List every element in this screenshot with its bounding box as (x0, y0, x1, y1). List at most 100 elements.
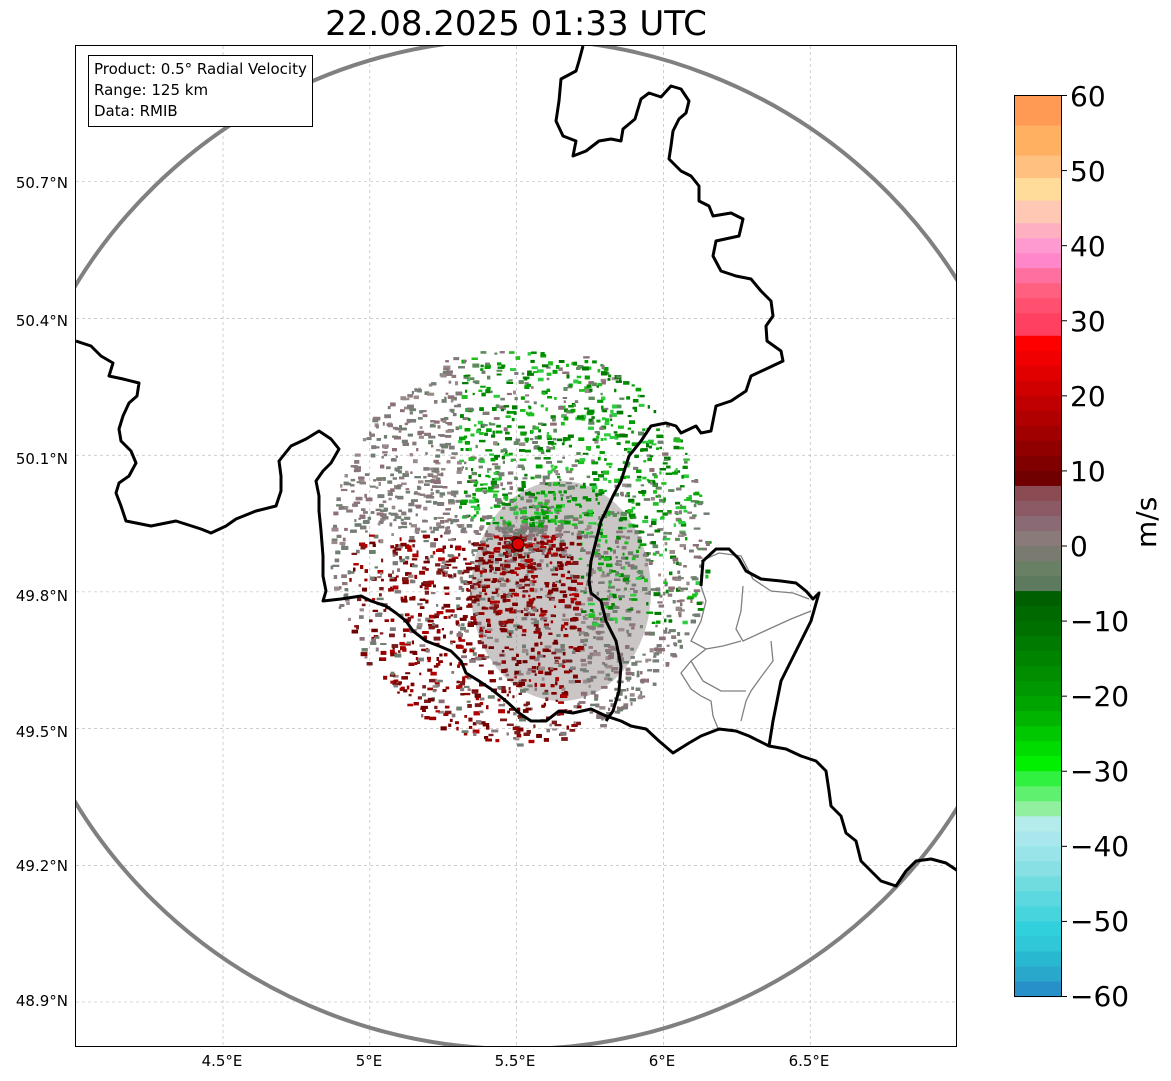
echo-pixel (428, 614, 436, 619)
echo-pixel (587, 509, 593, 514)
echo-pixel (495, 739, 500, 743)
echo-pixel (627, 427, 631, 430)
echo-pixel (424, 699, 431, 703)
echo-pixel (380, 650, 387, 655)
echo-pixel (363, 511, 368, 514)
echo-pixel (484, 533, 492, 537)
echo-pixel (546, 539, 554, 543)
echo-pixel (635, 502, 641, 506)
echo-pixel (536, 491, 541, 495)
echo-pixel (642, 428, 646, 431)
echo-pixel (526, 730, 531, 734)
echo-pixel (583, 643, 587, 647)
echo-pixel (392, 570, 394, 574)
echo-pixel (411, 640, 414, 645)
echo-pixel (538, 519, 545, 523)
echo-pixel (340, 506, 348, 510)
echo-pixel (563, 400, 566, 403)
echo-pixel (649, 468, 655, 472)
echo-pixel (482, 723, 490, 727)
radar-map[interactable] (75, 45, 957, 1047)
echo-pixel (642, 492, 645, 497)
echo-pixel (634, 454, 639, 458)
echo-pixel (562, 613, 566, 617)
echo-pixel (495, 611, 499, 616)
echo-pixel (557, 482, 561, 485)
echo-pixel (433, 480, 441, 484)
echo-pixel (546, 563, 549, 568)
echo-pixel (656, 447, 659, 450)
echo-pixel (675, 517, 682, 522)
echo-pixel (357, 501, 361, 504)
echo-pixel (551, 598, 555, 601)
echo-pixel (533, 562, 536, 566)
echo-pixel (614, 578, 621, 581)
echo-pixel (400, 686, 405, 690)
echo-pixel (612, 596, 617, 599)
echo-pixel (577, 582, 584, 585)
echo-pixel (579, 668, 587, 672)
echo-pixel (575, 484, 578, 487)
echo-pixel (532, 576, 535, 580)
echo-pixel (663, 458, 669, 461)
echo-pixel (402, 628, 410, 632)
echo-pixel (536, 512, 543, 516)
echo-pixel (506, 578, 509, 583)
echo-pixel (560, 494, 564, 497)
echo-pixel (472, 652, 477, 656)
echo-pixel (388, 512, 392, 515)
echo-pixel (336, 497, 341, 502)
echo-pixel (445, 530, 448, 534)
echo-pixel (597, 670, 605, 674)
echo-pixel (517, 464, 524, 468)
echo-pixel (572, 561, 579, 565)
echo-pixel (677, 639, 682, 643)
echo-pixel (675, 537, 680, 541)
echo-pixel (523, 703, 529, 707)
echo-pixel (484, 365, 491, 369)
echo-pixel (390, 653, 394, 657)
echo-pixel (587, 661, 592, 665)
echo-pixel (433, 501, 438, 505)
echo-pixel (427, 687, 433, 691)
echo-pixel (537, 447, 543, 450)
echo-pixel (621, 706, 628, 710)
echo-pixel (646, 678, 649, 683)
echo-pixel (417, 603, 423, 606)
echo-pixel (567, 437, 571, 441)
echo-pixel (491, 603, 497, 606)
echo-pixel (651, 518, 657, 522)
echo-pixel (608, 374, 612, 378)
echo-pixel (435, 454, 441, 458)
echo-pixel (339, 586, 342, 590)
echo-pixel (593, 478, 600, 481)
echo-pixel (537, 435, 542, 440)
echo-pixel (590, 690, 596, 695)
echo-pixel (521, 565, 525, 568)
echo-pixel (501, 527, 508, 531)
echo-pixel (429, 424, 436, 428)
echo-pixel (396, 467, 400, 472)
echo-pixel (511, 656, 517, 661)
echo-pixel (516, 573, 519, 576)
echo-pixel (426, 495, 433, 499)
echo-pixel (630, 656, 635, 659)
echo-pixel (352, 503, 358, 507)
echo-pixel (489, 564, 493, 569)
echo-pixel (608, 480, 612, 484)
echo-pixel (698, 501, 704, 504)
echo-pixel (659, 594, 663, 598)
echo-pixel (535, 532, 539, 537)
echo-pixel (598, 612, 602, 616)
echo-pixel (474, 424, 477, 427)
echo-pixel (437, 425, 441, 429)
echo-pixel (667, 593, 673, 597)
echo-pixel (404, 613, 410, 617)
echo-pixel (557, 460, 563, 463)
echo-pixel (562, 652, 566, 656)
echo-pixel (487, 515, 493, 519)
echo-pixel (466, 597, 469, 601)
echo-pixel (546, 728, 550, 733)
echo-pixel (504, 537, 507, 541)
echo-pixel (592, 471, 598, 475)
